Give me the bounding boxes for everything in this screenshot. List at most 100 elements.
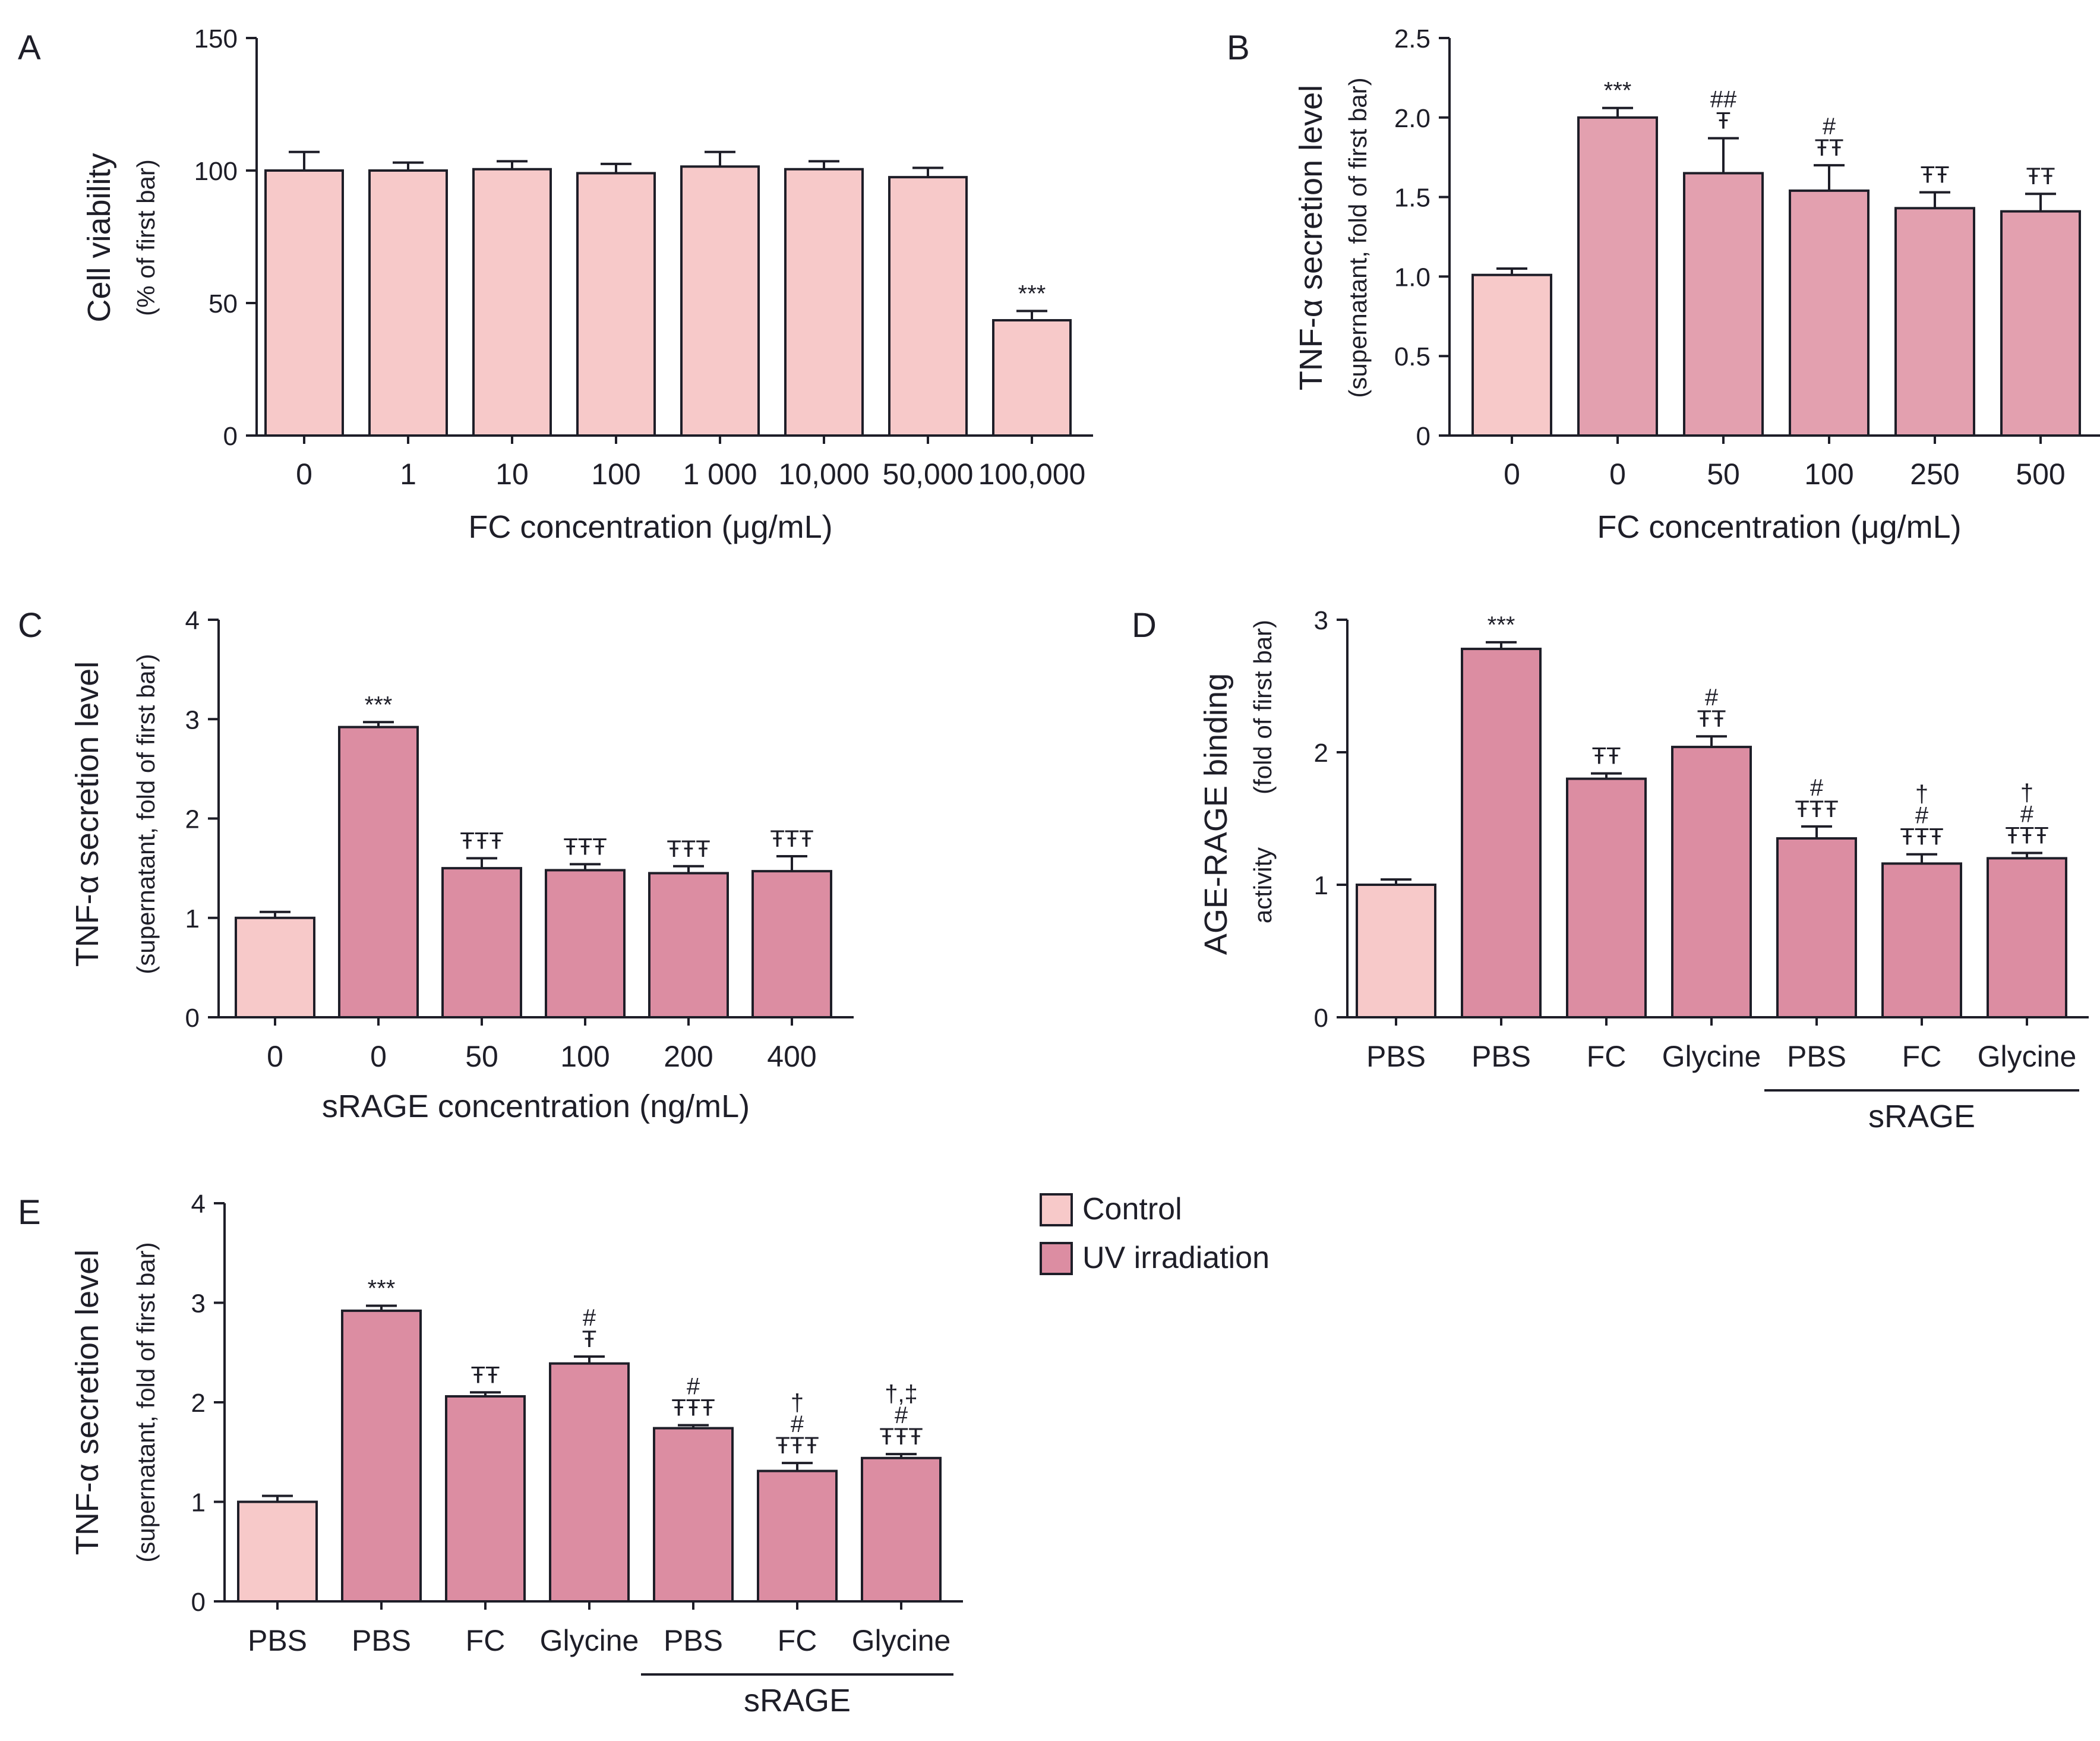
bar <box>545 869 626 1018</box>
significance-line: ŦŦ <box>1697 706 1726 732</box>
significance-label: # ŦŦŦ <box>1795 775 1838 822</box>
bar <box>1356 884 1436 1018</box>
x-tick-label: PBS <box>352 1624 411 1657</box>
significance-label: ŦŦŦ <box>770 826 813 852</box>
x-tick-label: PBS <box>664 1624 723 1657</box>
significance-line: ## <box>1710 87 1737 113</box>
group-bracket-label: sRAGE <box>744 1683 851 1718</box>
bar <box>338 726 419 1018</box>
y-tick-label: 1 <box>191 1488 206 1518</box>
y-tick-label: 0 <box>191 1588 206 1617</box>
significance-label: *** <box>1604 78 1632 104</box>
bar <box>992 318 1072 437</box>
significance-label: # ŦŦ <box>1815 113 1844 161</box>
significance-line: ŦŦŦ <box>671 1395 715 1421</box>
significance-line: ŦŦ <box>1815 135 1844 161</box>
y-tick-label: 1.0 <box>1394 263 1430 292</box>
x-tick-label: Glycine <box>852 1624 951 1657</box>
x-tick-label: PBS <box>1366 1040 1426 1073</box>
significance-label: # Ŧ <box>582 1305 596 1352</box>
x-tick-label: 0 <box>296 458 312 491</box>
y-axis-subtitle: (supernatant, fold of first bar) <box>132 654 160 974</box>
bar <box>680 165 760 437</box>
bar <box>1683 172 1764 437</box>
y-tick-label: 0 <box>185 1004 200 1033</box>
y-tick-label: 4 <box>191 1190 206 1219</box>
significance-line: † <box>1915 781 1928 808</box>
bar <box>1776 837 1857 1018</box>
bar <box>235 916 315 1018</box>
significance-label: † # ŦŦŦ <box>1900 781 1943 850</box>
bar <box>2000 210 2081 437</box>
x-tick-label: Glycine <box>1662 1040 1761 1073</box>
x-tick-label: PBS <box>248 1624 307 1657</box>
significance-line: # <box>1705 685 1719 711</box>
y-tick-label: 50 <box>209 289 238 318</box>
significance-label: ŦŦ <box>471 1362 500 1388</box>
x-tick-label: 10,000 <box>779 458 870 491</box>
significance-line: ŦŦ <box>2026 163 2055 190</box>
x-tick-label: 500 <box>2016 458 2065 491</box>
x-tick-label: 100 <box>1804 458 1853 491</box>
x-tick-label: 1 <box>400 458 416 491</box>
bar <box>653 1427 734 1603</box>
bar <box>549 1362 630 1603</box>
panel-letter: E <box>18 1193 41 1232</box>
significance-line: ŦŦŦ <box>563 834 607 860</box>
bar <box>1566 777 1647 1018</box>
x-tick-label: 100,000 <box>978 458 1086 491</box>
significance-label: † # ŦŦŦ <box>2005 780 2048 849</box>
bar <box>1894 207 1975 437</box>
significance-line: *** <box>1488 612 1515 638</box>
significance-label: ŦŦ <box>2026 163 2055 190</box>
significance-line: # <box>1915 803 1929 829</box>
significance-line: # <box>687 1374 700 1400</box>
significance-label: ## Ŧ <box>1710 87 1737 134</box>
significance-line: ŦŦ <box>471 1362 500 1388</box>
x-tick-label: 100 <box>591 458 640 491</box>
x-tick-label: 50 <box>465 1040 498 1073</box>
significance-label: ŦŦ <box>1921 162 1950 188</box>
significance-line: # <box>583 1305 596 1331</box>
x-tick-label: 0 <box>267 1040 283 1073</box>
y-tick-label: 2 <box>185 805 200 834</box>
x-tick-label: 50 <box>1707 458 1740 491</box>
x-tick-label: FC <box>1587 1040 1627 1073</box>
group-bracket-label: sRAGE <box>1868 1099 1975 1134</box>
x-tick-label: 0 <box>370 1040 387 1073</box>
x-axis-title: FC concentration (μg/mL) <box>1597 509 1961 545</box>
y-tick-label: 1 <box>185 904 200 933</box>
x-tick-label: Glycine <box>1978 1040 2077 1073</box>
y-axis-subtitle: (supernatant, fold of first bar) <box>1344 77 1372 398</box>
x-axis-title: FC concentration (μg/mL) <box>468 509 832 545</box>
bar <box>1461 648 1542 1019</box>
bar <box>576 172 656 437</box>
x-tick-label: Glycine <box>540 1624 639 1657</box>
legend-label: Control <box>1082 1192 1182 1226</box>
y-tick-label: 0.5 <box>1394 342 1430 371</box>
bar <box>861 1456 942 1603</box>
y-tick-label: 3 <box>191 1289 206 1319</box>
x-tick-label: FC <box>1902 1040 1942 1073</box>
y-tick-label: 4 <box>185 606 200 635</box>
bar <box>888 176 968 437</box>
bar <box>1471 273 1552 437</box>
significance-label: † # ŦŦŦ <box>775 1390 819 1459</box>
significance-line: †,‡ <box>885 1381 918 1407</box>
legend: Control UV irradiation <box>1040 1192 1270 1275</box>
y-tick-label: 0 <box>1314 1004 1328 1033</box>
y-axis-subtitle: (supernatant, fold of first bar) <box>132 1242 160 1562</box>
x-tick-label: FC <box>466 1624 506 1657</box>
x-axis-title: sRAGE concentration (ng/mL) <box>322 1089 750 1124</box>
bar <box>264 169 344 437</box>
y-axis-subtitle-units: (fold of first bar) <box>1249 620 1277 794</box>
y-tick-label: 2.5 <box>1394 24 1430 53</box>
y-axis-title: Cell viability <box>81 153 117 322</box>
significance-line: † <box>2020 780 2033 806</box>
x-tick-label: 200 <box>664 1040 713 1073</box>
significance-line: ŦŦ <box>1921 162 1950 188</box>
bar <box>472 168 552 437</box>
x-tick-label: 1 000 <box>683 458 757 491</box>
